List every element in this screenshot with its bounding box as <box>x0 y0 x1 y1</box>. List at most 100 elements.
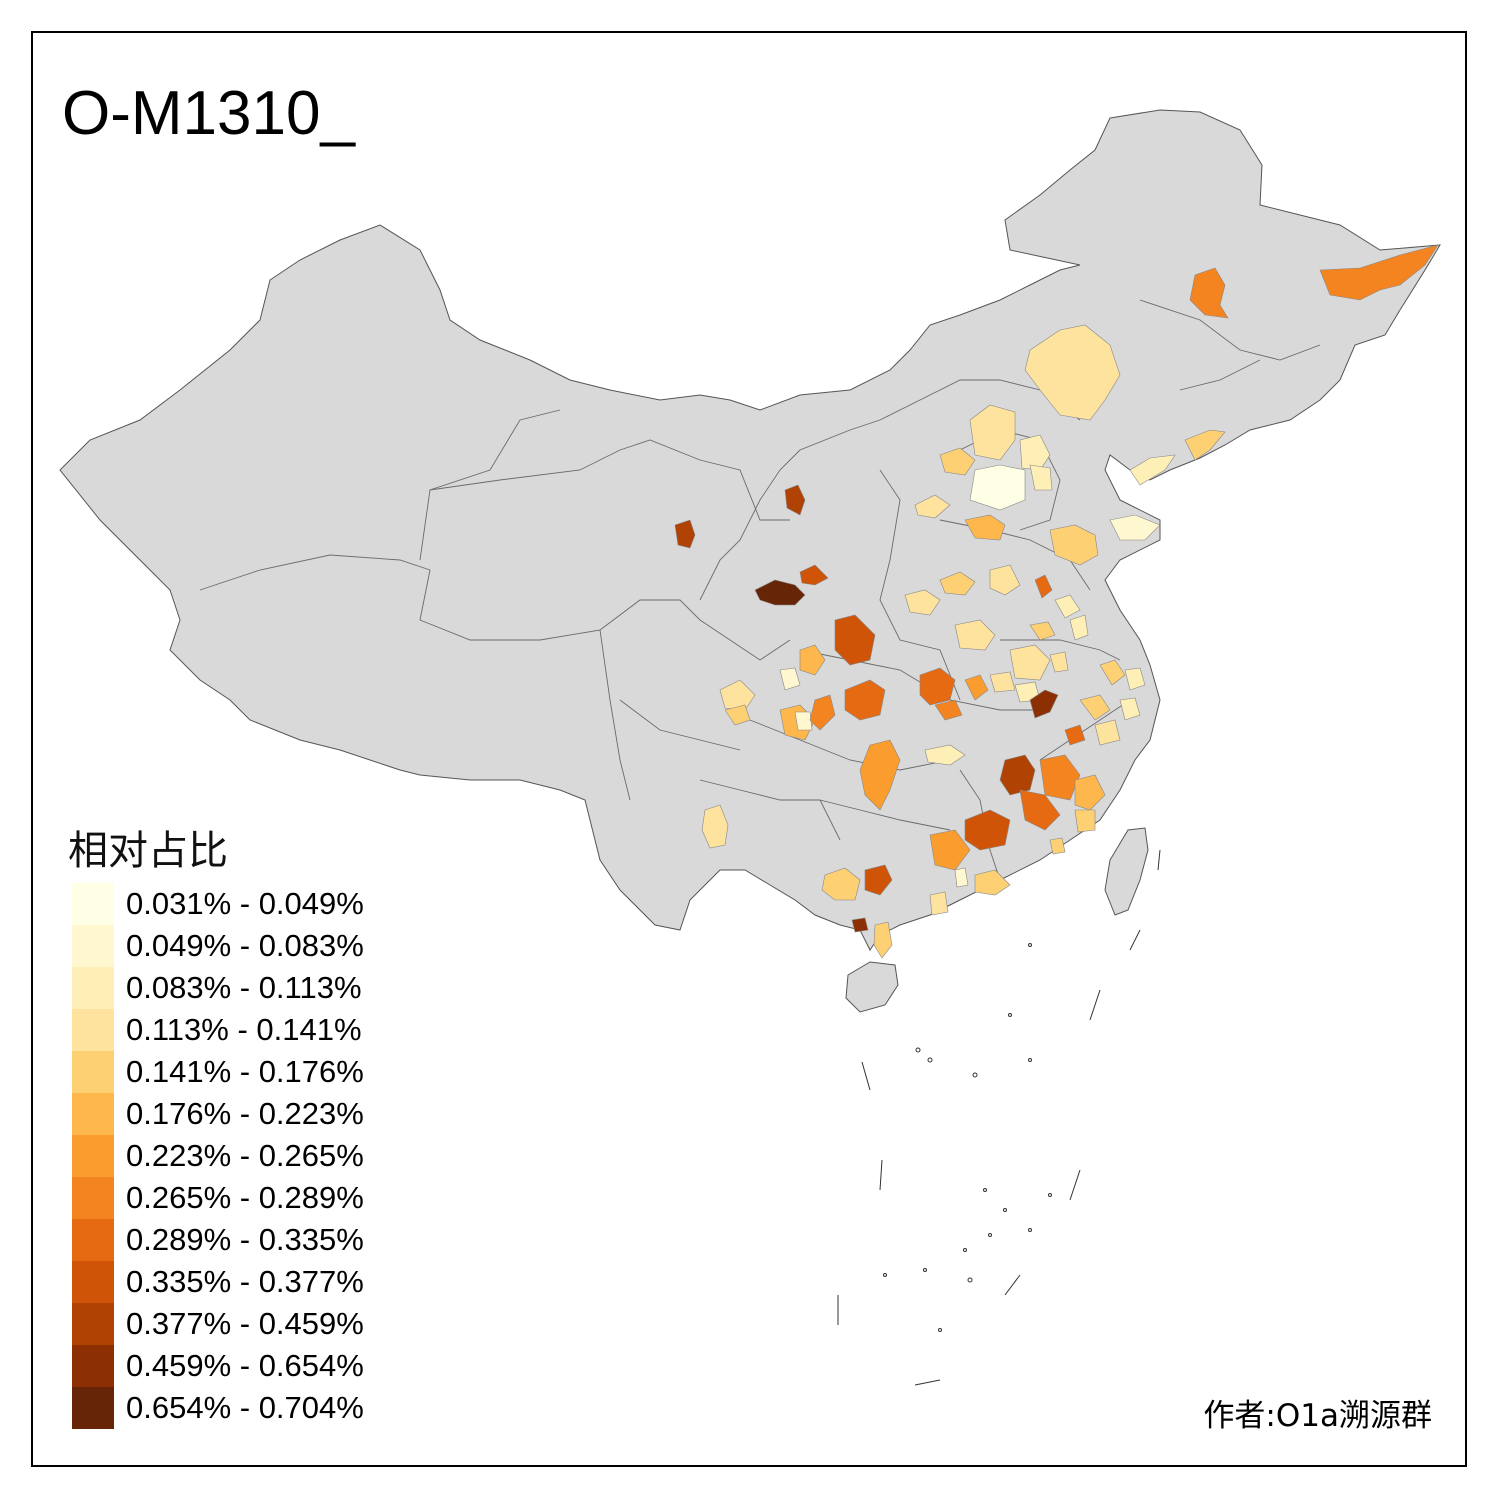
country-landmass <box>59 109 1441 1013</box>
region-hebei-south <box>964 514 1006 541</box>
south-sea-islands <box>837 849 1161 1386</box>
region-henan-5 <box>1029 621 1056 641</box>
region-guangdong-4 <box>1049 837 1066 855</box>
region-shandong-mid <box>1049 524 1099 566</box>
region-jiangsu-2 <box>1124 667 1146 691</box>
region-beijing <box>1019 434 1051 471</box>
region-hebei-west <box>939 447 976 476</box>
legend-label: 0.083% - 0.113% <box>126 970 362 1005</box>
region-hebei-north <box>969 404 1016 461</box>
region-hebei-mid <box>969 464 1026 511</box>
region-tianjin <box>1029 464 1053 491</box>
region-jiangsu-1 <box>1099 659 1126 686</box>
legend-label: 0.031% - 0.049% <box>126 886 364 921</box>
region-hubei-3 <box>964 674 989 701</box>
legend-label: 0.223% - 0.265% <box>126 1138 364 1173</box>
legend-swatch <box>72 967 114 1009</box>
region-hubei-4 <box>989 671 1016 693</box>
region-sichuan-4 <box>794 711 813 731</box>
region-anhui-1 <box>1009 644 1051 681</box>
region-sichuan-2 <box>724 704 751 726</box>
region-anhui-n <box>1069 614 1089 641</box>
legend-swatch <box>72 1009 114 1051</box>
region-henan-2 <box>939 571 976 596</box>
legend-swatch <box>72 1261 114 1303</box>
highlighted-regions <box>674 244 1439 959</box>
region-hunan-w <box>859 739 901 811</box>
legend-swatch <box>72 1135 114 1177</box>
region-ne-1 <box>1319 244 1439 301</box>
region-fujian-2 <box>1074 809 1096 833</box>
region-liaoning-1 <box>1184 429 1226 461</box>
region-hubei-1 <box>919 667 956 706</box>
region-guangdong-5 <box>929 891 949 916</box>
region-chongqing <box>809 694 836 731</box>
region-shandong-east <box>1109 514 1161 541</box>
region-inner-mongolia <box>1024 324 1121 421</box>
legend-swatch <box>72 1387 114 1429</box>
region-guangxi-3 <box>851 917 869 933</box>
legend-swatch <box>72 883 114 925</box>
region-yunnan <box>701 804 729 849</box>
region-gansu-s <box>799 644 826 676</box>
region-henan-4 <box>954 619 996 651</box>
legend-label: 0.265% - 0.289% <box>126 1180 364 1215</box>
legend-label: 0.377% - 0.459% <box>126 1306 364 1341</box>
region-fujian-1 <box>1074 774 1106 811</box>
region-gansu-dark <box>754 579 806 606</box>
legend-label: 0.459% - 0.654% <box>126 1348 364 1383</box>
region-henan-3 <box>989 564 1021 596</box>
author-credit: 作者:O1a溯源群 <box>1203 1398 1432 1434</box>
region-hubei-w <box>844 679 886 721</box>
legend-label: 0.335% - 0.377% <box>126 1264 364 1299</box>
region-leizhou <box>873 921 893 959</box>
mainland-china <box>59 109 1441 951</box>
region-hunan-1 <box>924 744 966 766</box>
region-gansu-s2 <box>779 667 801 691</box>
legend-swatch <box>72 1051 114 1093</box>
region-shanxi-1 <box>914 494 951 519</box>
region-shandong-sw <box>1034 574 1053 599</box>
legend-swatch <box>72 1093 114 1135</box>
region-guangxi-1 <box>821 867 861 901</box>
region-zhejiang-3 <box>1094 719 1121 746</box>
region-sichuan-1 <box>719 679 756 711</box>
legend-label: 0.654% - 0.704% <box>126 1390 364 1425</box>
region-ningxia <box>784 484 806 516</box>
region-hubei-2 <box>934 699 963 721</box>
legend-label: 0.049% - 0.083% <box>126 928 364 963</box>
legend-label: 0.141% - 0.176% <box>126 1054 364 1089</box>
region-jiangxi-3 <box>964 809 1011 851</box>
region-shaanxi-1 <box>834 614 876 666</box>
legend-label: 0.113% - 0.141% <box>126 1012 362 1047</box>
region-zhejiang-1 <box>1079 694 1111 721</box>
region-shandong-s <box>1054 594 1081 619</box>
region-guangdong-3 <box>974 869 1011 896</box>
legend-label: 0.176% - 0.223% <box>126 1096 364 1131</box>
hainan-island <box>845 961 899 1013</box>
region-gansu-2 <box>799 564 829 586</box>
region-guangdong-2 <box>954 867 969 888</box>
region-guangxi-2 <box>864 864 893 896</box>
legend-label: 0.289% - 0.335% <box>126 1222 364 1257</box>
taiwan-island <box>1104 827 1149 916</box>
region-qinghai <box>674 519 696 549</box>
legend-title: 相对占比 <box>68 828 228 874</box>
legend-swatch <box>72 925 114 967</box>
region-liaoning-2 <box>1129 454 1176 486</box>
legend-swatch <box>72 1219 114 1261</box>
legend-swatch <box>72 1345 114 1387</box>
region-henan-1 <box>904 589 941 616</box>
region-anhui-2 <box>1049 651 1069 673</box>
region-zhejiang-2 <box>1119 697 1141 721</box>
region-guangdong-1 <box>929 829 971 871</box>
region-ne-2 <box>1189 267 1229 319</box>
legend-swatch <box>72 1177 114 1219</box>
region-jiangxi-dark <box>999 754 1036 796</box>
region-anhui-dark <box>1029 689 1059 719</box>
legend-swatch <box>72 1303 114 1345</box>
region-anhui-s <box>1064 724 1086 746</box>
map-title: O-M1310_ <box>62 79 355 148</box>
region-jiangxi-2 <box>1019 789 1061 831</box>
